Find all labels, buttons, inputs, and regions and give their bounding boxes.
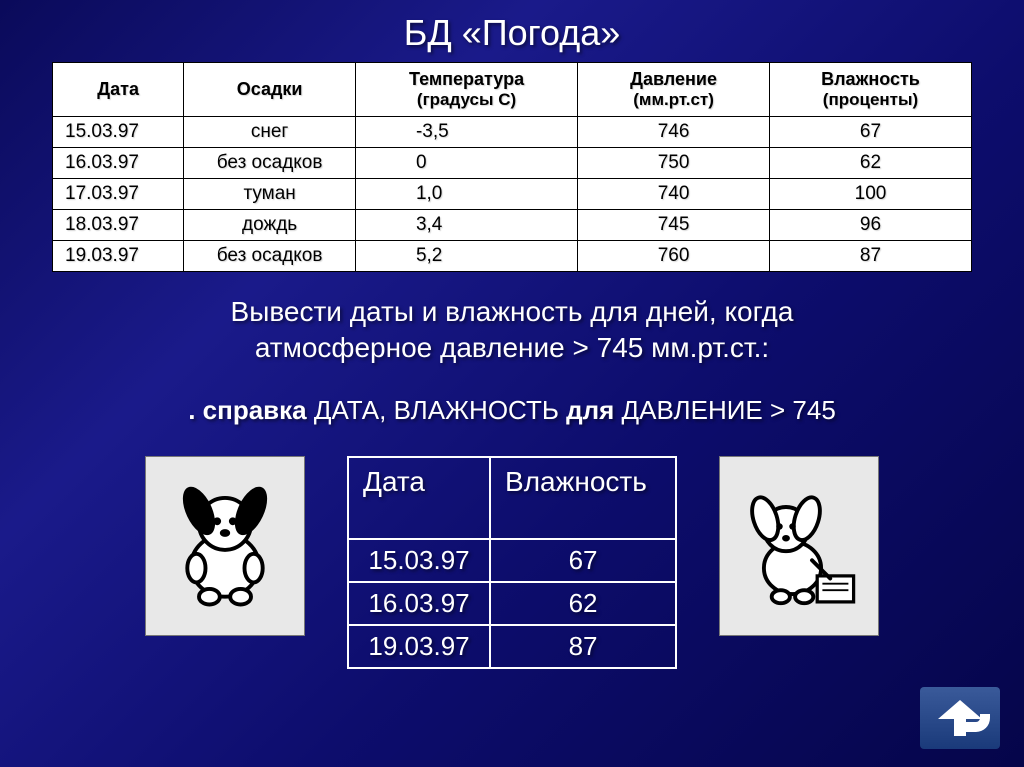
cell-date: 17.03.97: [53, 179, 184, 210]
cell-humidity: 96: [770, 210, 972, 241]
desc-line1: Вывести даты и влажность для дней, когда: [231, 296, 794, 327]
query-fields: ДАТА, ВЛАЖНОСТЬ: [307, 395, 567, 425]
cell-precip: без осадков: [184, 148, 356, 179]
cell-date: 19.03.97: [53, 241, 184, 272]
result-date: 16.03.97: [348, 582, 490, 625]
cell-temp: 3,4: [355, 210, 577, 241]
query-condition: ДАВЛЕНИЕ > 745: [614, 395, 835, 425]
cell-humidity: 67: [770, 117, 972, 148]
table-row: 16.03.97 без осадков 0 750 62: [53, 148, 972, 179]
col-pressure-unit: (мм.рт.ст): [586, 90, 761, 110]
nav-back-button[interactable]: [920, 687, 1000, 749]
col-temp-unit: (градусы С): [364, 90, 569, 110]
col-temp-label: Температура: [409, 69, 524, 89]
result-header-row: Дата Влажность: [348, 457, 676, 539]
weather-table: Дата Осадки Температура (градусы С) Давл…: [52, 62, 972, 272]
cell-humidity: 100: [770, 179, 972, 210]
table-header-row: Дата Осадки Температура (градусы С) Давл…: [53, 63, 972, 117]
up-arrow-icon: [938, 700, 982, 736]
result-row: 19.03.97 87: [348, 625, 676, 668]
page-title: БД «Погода»: [0, 0, 1024, 62]
table-row: 15.03.97 снег -3,5 746 67: [53, 117, 972, 148]
result-date: 19.03.97: [348, 625, 490, 668]
result-table: Дата Влажность 15.03.97 67 16.03.97 62 1…: [347, 456, 677, 669]
result-humidity: 87: [490, 625, 676, 668]
cell-date: 16.03.97: [53, 148, 184, 179]
cell-humidity: 62: [770, 148, 972, 179]
result-col-date: Дата: [348, 457, 490, 539]
cell-temp: 1,0: [355, 179, 577, 210]
result-row: 15.03.97 67: [348, 539, 676, 582]
query-line: . справка ДАТА, ВЛАЖНОСТЬ для ДАВЛЕНИЕ >…: [0, 395, 1024, 426]
lower-section: Дата Влажность 15.03.97 67 16.03.97 62 1…: [0, 456, 1024, 669]
cell-temp: -3,5: [355, 117, 577, 148]
cell-pressure: 750: [578, 148, 770, 179]
col-humidity-unit: (проценты): [778, 90, 963, 110]
desc-line2: атмосферное давление > 745 мм.рт.ст.:: [255, 332, 769, 363]
col-pressure-header: Давление (мм.рт.ст): [578, 63, 770, 117]
cartoon-dog-right-icon: [719, 456, 879, 636]
col-pressure-label: Давление: [630, 69, 717, 89]
cell-pressure: 760: [578, 241, 770, 272]
col-date-header: Дата: [53, 63, 184, 117]
col-humidity-label: Влажность: [821, 69, 920, 89]
result-humidity: 62: [490, 582, 676, 625]
col-temp-header: Температура (градусы С): [355, 63, 577, 117]
col-humidity-header: Влажность (проценты): [770, 63, 972, 117]
cell-pressure: 745: [578, 210, 770, 241]
table-row: 18.03.97 дождь 3,4 745 96: [53, 210, 972, 241]
cell-temp: 0: [355, 148, 577, 179]
col-precip-header: Осадки: [184, 63, 356, 117]
cell-precip: без осадков: [184, 241, 356, 272]
table-row: 17.03.97 туман 1,0 740 100: [53, 179, 972, 210]
cell-precip: туман: [184, 179, 356, 210]
task-description: Вывести даты и влажность для дней, когда…: [0, 294, 1024, 367]
cell-date: 15.03.97: [53, 117, 184, 148]
result-date: 15.03.97: [348, 539, 490, 582]
result-humidity: 67: [490, 539, 676, 582]
cell-precip: дождь: [184, 210, 356, 241]
result-col-humidity: Влажность: [490, 457, 676, 539]
cell-humidity: 87: [770, 241, 972, 272]
result-row: 16.03.97 62: [348, 582, 676, 625]
cell-date: 18.03.97: [53, 210, 184, 241]
table-row: 19.03.97 без осадков 5,2 760 87: [53, 241, 972, 272]
cartoon-dog-left-icon: [145, 456, 305, 636]
cell-pressure: 740: [578, 179, 770, 210]
query-keyword2: для: [566, 395, 614, 425]
cell-precip: снег: [184, 117, 356, 148]
query-keyword1: . справка: [188, 395, 306, 425]
cell-pressure: 746: [578, 117, 770, 148]
cell-temp: 5,2: [355, 241, 577, 272]
